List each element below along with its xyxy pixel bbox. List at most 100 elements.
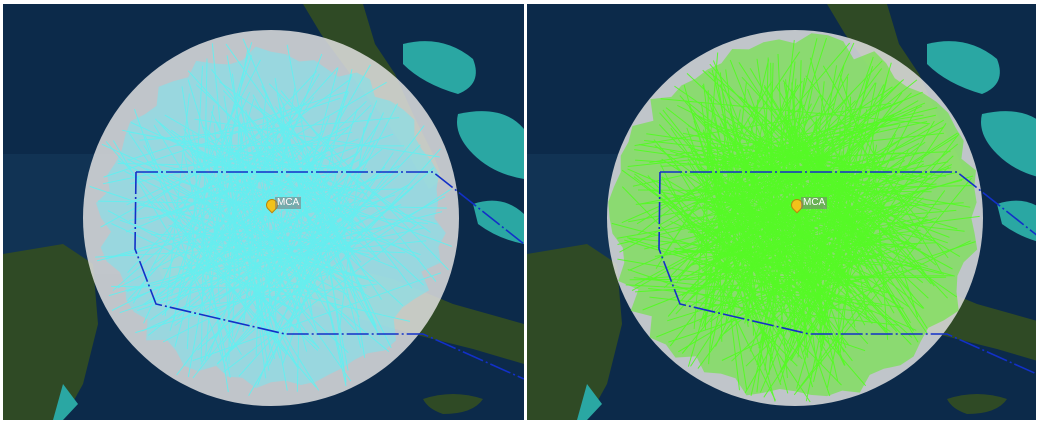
station-label: MCA [275,197,302,209]
flight-track [689,92,912,301]
flight-track [793,93,806,355]
flight-track [139,204,369,256]
bahamas-bank [981,111,1036,177]
flight-track [220,155,281,285]
map-panel-left[interactable]: MCA [3,4,524,420]
flight-track [192,272,442,362]
flight-track [731,217,882,362]
flight-track [703,83,740,391]
flight-track [669,68,883,347]
flight-track [777,53,792,337]
flight-track [244,115,307,310]
flight-track [210,111,305,312]
flight-track [211,43,236,276]
flight-track [647,175,785,329]
flight-track [635,159,915,181]
flight-track [732,209,912,244]
yucatan-coast [53,384,78,420]
flight-track [649,296,899,326]
fir-boundary [660,171,1036,236]
flight-track [721,103,812,274]
flight-track [216,153,306,288]
map-canvas-left[interactable] [3,4,524,420]
flight-track [181,86,229,393]
flight-track [687,158,788,318]
flight-track [696,158,971,208]
flight-track [766,105,844,339]
flight-track [274,77,313,316]
flight-track [302,169,331,276]
flight-track [716,208,908,266]
flight-track [660,164,776,401]
fir-boundary [134,171,524,380]
flight-track [732,134,904,187]
flight-track [756,61,796,393]
flight-track [211,201,350,340]
jamaica-landmass [947,394,1007,414]
flight-track [338,126,365,331]
bahamas-bank [457,111,524,179]
flight-track [266,118,271,324]
flight-track [803,155,839,280]
flight-track [144,187,353,306]
flight-track [268,156,324,286]
map-canvas-right[interactable] [527,4,1036,420]
station-label: MCA [801,197,828,209]
jamaica-landmass [423,394,483,414]
flight-track [730,136,866,203]
flight-track [627,168,875,278]
flight-track [223,95,270,371]
flight-track [793,155,954,305]
flight-track [222,122,380,345]
flight-track [694,60,883,257]
flight-track [133,108,226,367]
flight-track [119,228,367,314]
flight-track [701,204,891,333]
flight-track [183,152,231,378]
fir-boundary [136,171,524,245]
bahamas-bank [403,41,476,94]
flight-track [682,153,853,202]
flight-track [871,134,889,340]
flight-track [740,96,881,243]
flight-track [207,138,281,359]
flight-track [194,118,440,158]
flight-track [796,190,946,392]
flight-track [621,91,923,224]
flight-track [132,59,261,304]
flight-track [283,141,376,289]
flight-track [779,171,848,383]
yucatan-landmass [527,244,622,420]
flight-track [739,96,937,266]
flight-track [775,85,883,268]
flight-track [224,184,409,287]
flight-track [663,193,803,360]
flight-track [117,163,350,169]
flight-track [654,215,980,257]
flight-track [625,284,851,297]
flight-track [187,48,249,378]
flight-track [702,129,881,269]
flight-track [222,90,354,226]
flight-track [687,185,972,192]
flight-track [806,179,859,321]
flight-track [194,120,277,276]
flight-track [687,161,782,313]
flight-track [185,157,320,281]
flight-track [711,196,812,338]
flight-track [179,196,429,225]
flight-track [272,120,277,337]
flight-track [219,167,367,300]
flight-track [760,217,937,275]
flight-track [164,93,190,317]
yucatan-coast [577,384,602,420]
flight-track [252,94,380,336]
flight-track [189,222,324,291]
flight-track [111,165,400,311]
flight-track [185,122,298,271]
flight-track [743,160,863,186]
flight-track [295,125,425,294]
flight-track [708,132,726,365]
map-panel-right[interactable]: MCA [527,4,1036,420]
flight-track [802,148,910,354]
